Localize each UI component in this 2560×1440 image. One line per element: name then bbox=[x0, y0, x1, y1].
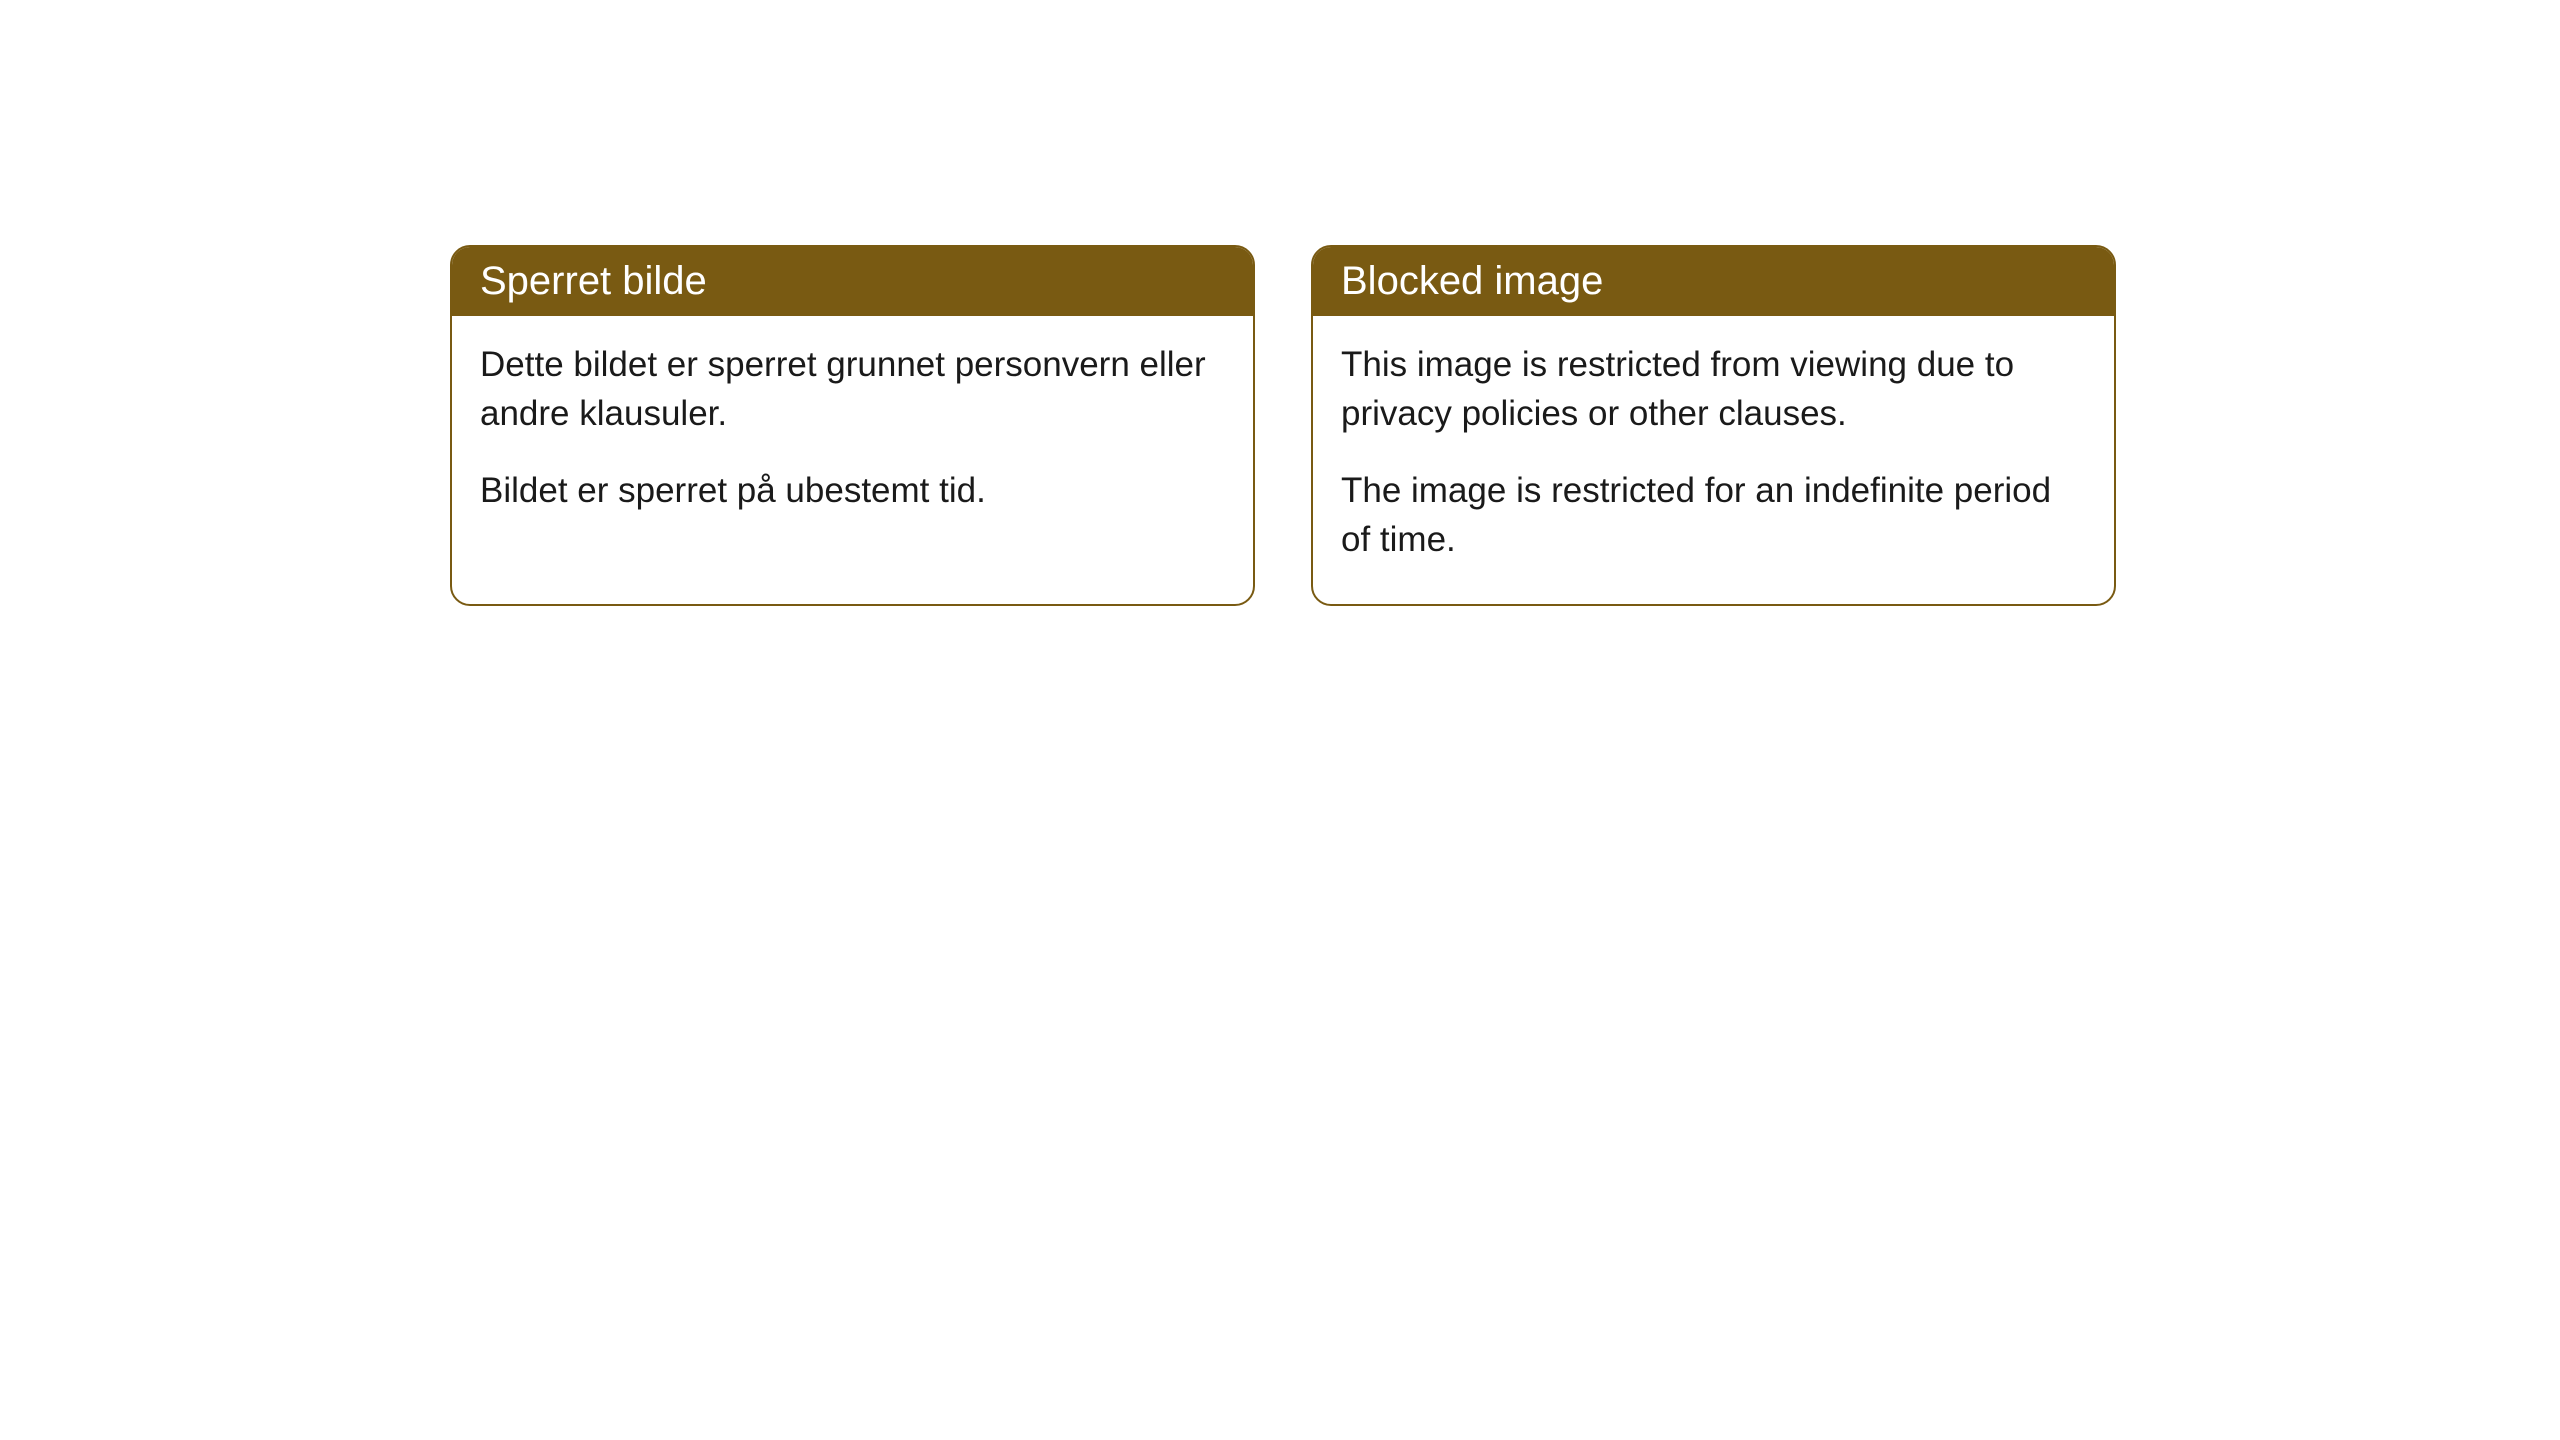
card-paragraph: This image is restricted from viewing du… bbox=[1341, 340, 2086, 438]
card-header: Sperret bilde bbox=[452, 247, 1253, 316]
card-body: This image is restricted from viewing du… bbox=[1313, 316, 2114, 604]
blocked-image-card-english: Blocked image This image is restricted f… bbox=[1311, 245, 2116, 606]
card-body: Dette bildet er sperret grunnet personve… bbox=[452, 316, 1253, 555]
card-header: Blocked image bbox=[1313, 247, 2114, 316]
cards-container: Sperret bilde Dette bildet er sperret gr… bbox=[450, 245, 2116, 606]
card-paragraph: Bildet er sperret på ubestemt tid. bbox=[480, 466, 1225, 515]
card-paragraph: The image is restricted for an indefinit… bbox=[1341, 466, 2086, 564]
blocked-image-card-norwegian: Sperret bilde Dette bildet er sperret gr… bbox=[450, 245, 1255, 606]
card-paragraph: Dette bildet er sperret grunnet personve… bbox=[480, 340, 1225, 438]
